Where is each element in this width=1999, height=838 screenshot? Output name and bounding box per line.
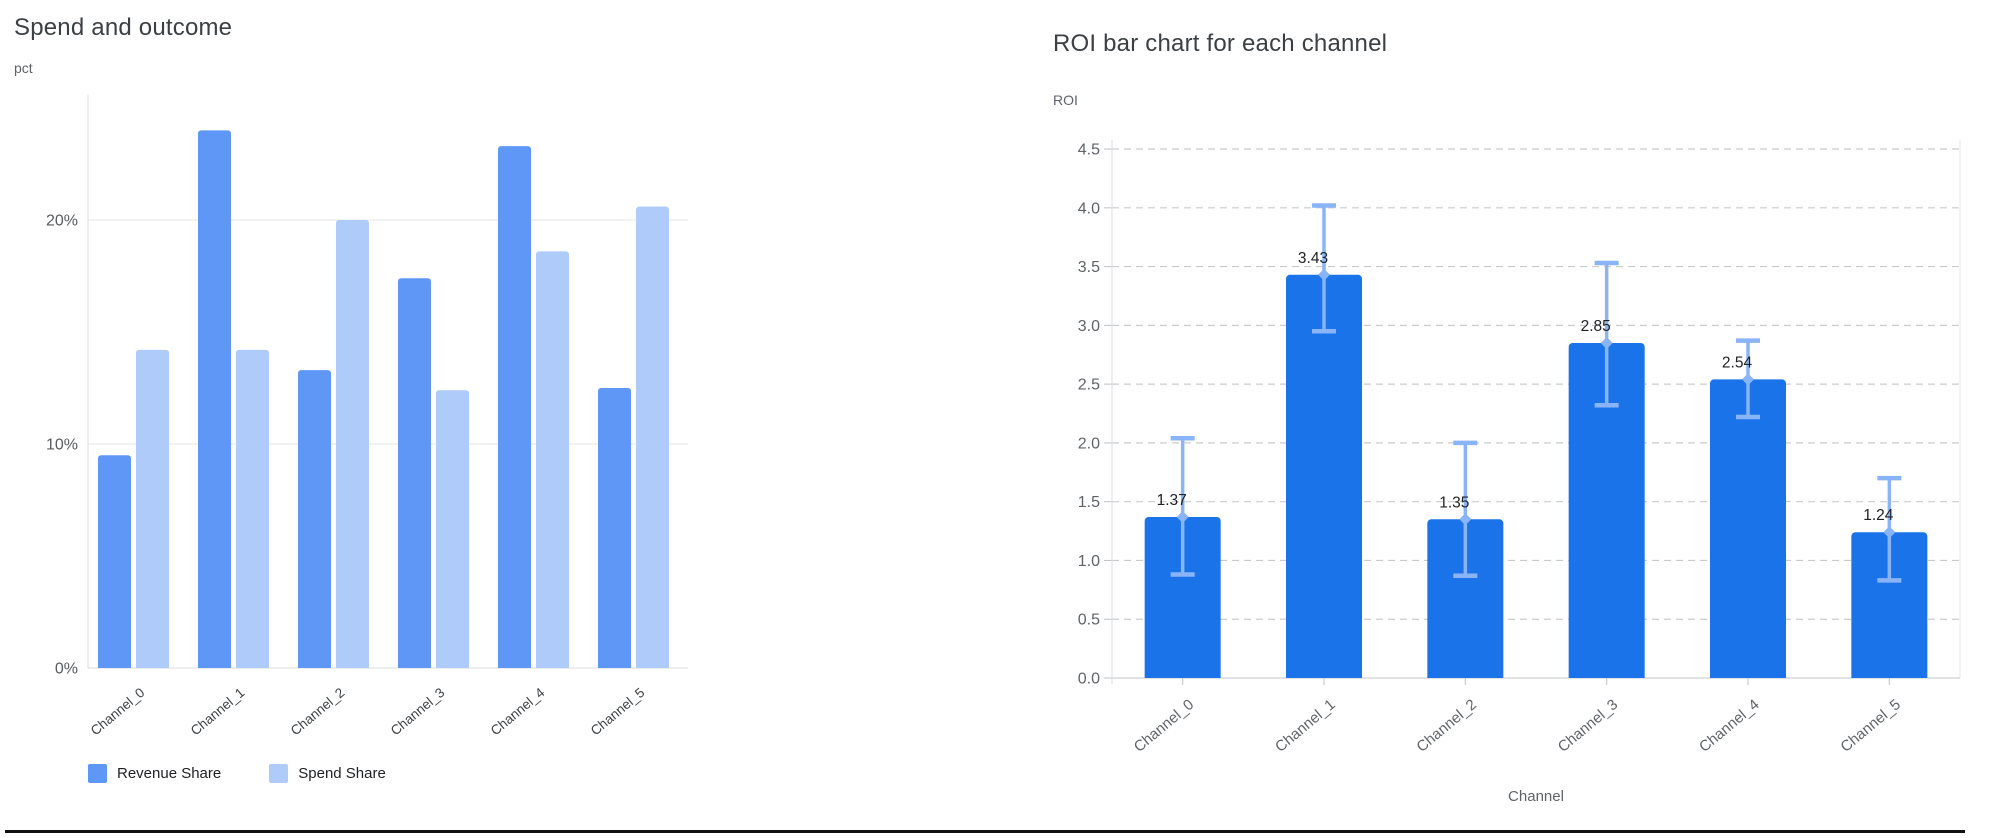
bar-channel_4-revenue-share[interactable] <box>498 146 531 672</box>
roi-bar-channel_1[interactable] <box>1286 274 1362 683</box>
bar-channel_0-spend-share[interactable] <box>136 349 169 672</box>
right-x-tick-label-channel_5: Channel_5 <box>1837 696 1904 756</box>
right-y-tick-label-4.5: 4.5 <box>1078 142 1100 159</box>
left-x-tick-label-channel_0: Channel_0 <box>88 685 148 738</box>
right-y-tick-label-1.0: 1.0 <box>1078 553 1100 570</box>
right-x-tick-label-channel_4: Channel_4 <box>1696 696 1763 756</box>
bar-value-label-channel_5: 1.24 <box>1863 507 1894 524</box>
right-y-tick-label-2.0: 2.0 <box>1078 435 1100 452</box>
right-chart-title: ROI bar chart for each channel <box>1053 30 1388 57</box>
spend-share-swatch <box>269 764 289 783</box>
bar-channel_0-revenue-share[interactable] <box>98 455 131 672</box>
left-x-tick-label-channel_5: Channel_5 <box>588 685 648 738</box>
roi-bar-channel_0[interactable] <box>1144 516 1221 683</box>
bar-value-label-channel_3: 2.85 <box>1581 318 1611 335</box>
legend-label-spend-share: Spend Share <box>298 765 386 782</box>
error-bar-mean-marker-channel_2 <box>1459 513 1472 526</box>
spend-outcome-plot-area: Channel_0 Channel_1 Channel_2 Channel_3 Chan… <box>46 95 688 738</box>
right-x-tick-label-channel_3: Channel_3 <box>1555 696 1622 756</box>
bar-channel_3-revenue-share[interactable] <box>398 278 431 672</box>
right-x-tick-label-channel_1: Channel_1 <box>1272 696 1339 756</box>
left-y-tick-label-20: 20% <box>46 213 78 230</box>
error-bar-mean-marker-channel_1 <box>1318 268 1330 281</box>
right-axis-unit-label: ROI <box>1053 92 1078 108</box>
bar-value-label-channel_1: 3.43 <box>1298 250 1328 267</box>
roi-bar-channel_2[interactable] <box>1427 519 1504 683</box>
bar-channel_4-spend-share[interactable] <box>536 251 569 672</box>
right-x-tick-label-channel_2: Channel_2 <box>1413 696 1480 756</box>
left-x-tick-label-channel_1: Channel_1 <box>188 685 248 738</box>
legend-item-revenue-share[interactable]: Revenue Share <box>88 764 221 783</box>
right-y-tick-label-2.5: 2.5 <box>1078 377 1100 394</box>
bar-channel_3-spend-share[interactable] <box>436 390 469 672</box>
right-y-tick-label-0.0: 0.0 <box>1078 671 1100 688</box>
right-x-tick-label-channel_0: Channel_0 <box>1131 696 1198 756</box>
left-chart-title: Spend and outcome <box>14 14 233 41</box>
roi-bar-channel_3[interactable] <box>1568 342 1645 683</box>
error-bar-mean-marker-channel_0 <box>1176 510 1189 523</box>
error-bar-mean-marker-channel_5 <box>1883 526 1896 539</box>
roi-bar-channel_4[interactable] <box>1710 379 1786 683</box>
bar-value-label-channel_4: 2.54 <box>1722 354 1753 371</box>
left-x-tick-label-channel_4: Channel_4 <box>488 684 548 738</box>
left-y-tick-label-0: 0% <box>55 661 78 678</box>
bar-channel_1-spend-share[interactable] <box>236 349 269 672</box>
bar-value-label-channel_0: 1.37 <box>1157 492 1187 509</box>
right-y-tick-label-3.0: 3.0 <box>1078 318 1100 335</box>
right-x-axis-title: Channel <box>1508 788 1564 805</box>
bar-value-label-channel_2: 1.35 <box>1439 494 1469 511</box>
error-bar-mean-marker-channel_4 <box>1742 373 1754 386</box>
revenue-share-swatch <box>88 764 107 783</box>
right-y-tick-label-3.5: 3.5 <box>1078 259 1100 276</box>
right-y-tick-label-1.5: 1.5 <box>1078 494 1100 511</box>
bottom-divider <box>5 830 1965 833</box>
legend-item-spend-share[interactable]: Spend Share <box>269 764 386 783</box>
left-y-tick-label-10: 10% <box>46 437 78 454</box>
right-y-tick-label-0.5: 0.5 <box>1078 612 1100 629</box>
bar-channel_2-spend-share[interactable] <box>336 220 369 672</box>
right-y-tick-label-4.0: 4.0 <box>1078 200 1100 217</box>
roi-plot-area: 0.0 0.5 1.0 1.5 2.0 2.5 3.0 3.5 4.0 4.5 1.37 Channe… <box>1078 140 1961 756</box>
left-x-tick-label-channel_3: Channel_3 <box>388 685 448 738</box>
error-bar-mean-marker-channel_3 <box>1600 336 1613 349</box>
bar-channel_2-revenue-share[interactable] <box>298 370 331 672</box>
bar-channel_1-revenue-share[interactable] <box>198 130 231 672</box>
roi-bar-channel_5[interactable] <box>1851 532 1928 683</box>
left-chart-legend: Revenue Share Spend Share <box>88 764 386 783</box>
left-x-tick-label-channel_2: Channel_2 <box>288 685 348 738</box>
bar-channel_5-revenue-share[interactable] <box>598 388 631 672</box>
left-axis-unit-label: pct <box>14 60 33 76</box>
legend-label-revenue-share: Revenue Share <box>117 765 222 782</box>
bar-channel_5-spend-share[interactable] <box>636 206 669 672</box>
